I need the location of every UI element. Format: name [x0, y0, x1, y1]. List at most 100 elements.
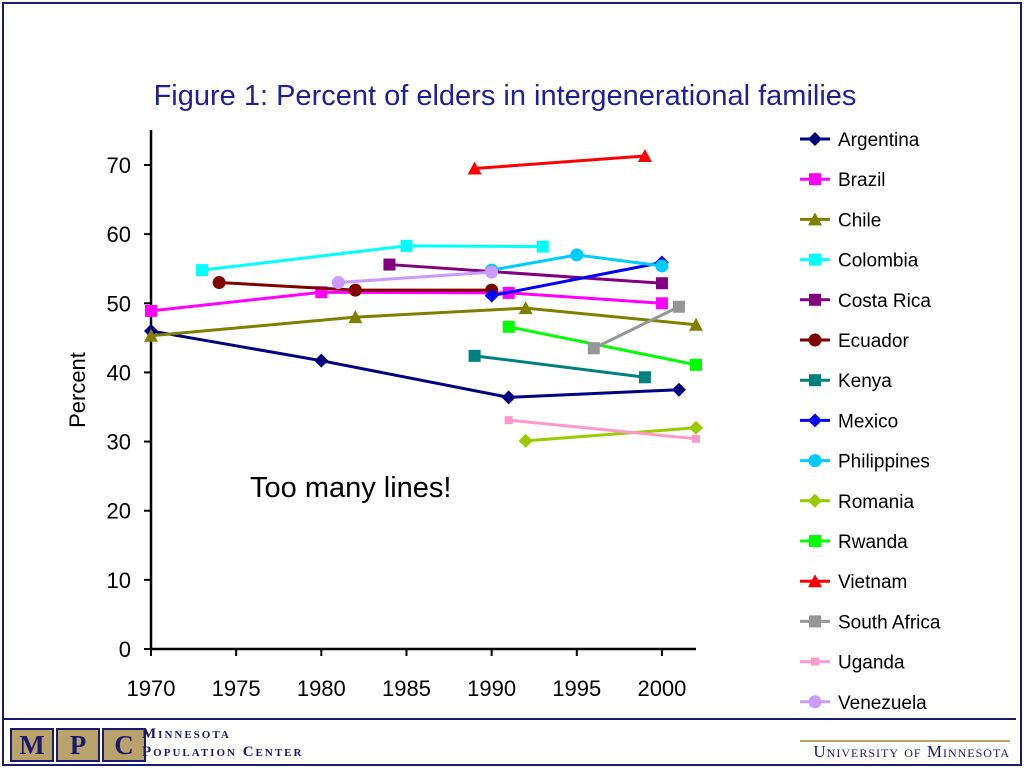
data-point-chile: [348, 310, 363, 324]
series-line-brazil: [150, 290, 663, 313]
legend-label-mexico: Mexico: [838, 411, 898, 432]
legend-marker-romania: [808, 493, 822, 508]
series-line-vietnam: [474, 154, 646, 170]
legend-marker-vietnam: [808, 574, 822, 588]
series-line-venezuela: [338, 270, 492, 285]
legend-marker-philippines: [808, 454, 822, 468]
legend-marker-brazil: [809, 173, 821, 186]
y-tick-label: 0: [119, 637, 131, 662]
mpc-logo: M P C: [10, 728, 148, 762]
line-chart: 0 10 20 30 40 50 60 70 1970 1975 1980 1985 1990 1995 2…: [107, 130, 941, 714]
legend-marker-south-africa: [809, 615, 821, 628]
data-point-argentina: [501, 390, 516, 405]
y-tick-label: 60: [107, 222, 131, 247]
legend-label-brazil: Brazil: [838, 170, 886, 191]
series-line-kenya: [474, 354, 646, 379]
data-point-uganda: [504, 416, 513, 425]
data-point-venezuela: [331, 276, 345, 290]
y-tick-label: 20: [107, 499, 131, 524]
legend-label-ecuador: Ecuador: [838, 331, 909, 352]
mpc-name: Minnesota Population Center: [142, 726, 303, 760]
mpc-name-line2: Population Center: [142, 744, 304, 760]
legend-marker-venezuela: [808, 695, 822, 709]
data-point-chile: [518, 301, 533, 315]
legend-marker-colombia: [809, 253, 821, 266]
legend-marker-argentina: [808, 132, 822, 146]
data-point-kenya: [638, 371, 651, 384]
y-axis-label: Percent: [65, 352, 90, 428]
legend-label-vietnam: Vietnam: [838, 572, 907, 593]
data-point-brazil: [655, 297, 668, 310]
logo-letter-c: C: [102, 728, 146, 762]
legend-label-venezuela: Venezuela: [838, 693, 927, 714]
x-tick-label: 1975: [212, 676, 261, 701]
data-point-rwanda: [690, 358, 702, 371]
x-tick-label: 1990: [467, 676, 516, 701]
data-point-vietnam: [467, 161, 482, 175]
data-point-romania: [518, 433, 533, 448]
data-point-colombia: [400, 239, 413, 252]
x-tick-label: 2000: [637, 676, 686, 701]
legend-label-colombia: Colombia: [838, 251, 919, 272]
y-tick-label: 10: [107, 568, 131, 593]
legend-label-chile: Chile: [838, 210, 881, 231]
legend-label-rwanda: Rwanda: [838, 532, 908, 553]
x-tick-label: 1985: [382, 676, 431, 701]
data-point-colombia: [196, 264, 209, 277]
data-point-argentina: [671, 382, 686, 397]
y-tick-label: 40: [107, 360, 131, 385]
data-point-rwanda: [502, 320, 515, 333]
legend-marker-rwanda: [809, 535, 821, 547]
chart-title: Figure 1: Percent of elders in intergene…: [153, 80, 857, 112]
data-point-brazil: [145, 304, 157, 317]
data-point-kenya: [468, 349, 481, 362]
series-line-costa-rica: [389, 263, 663, 285]
data-point-south-africa: [672, 300, 685, 313]
series-line-romania: [525, 426, 697, 443]
university-rule: [800, 740, 1010, 742]
legend-label-costa-rica: Costa Rica: [838, 291, 931, 312]
data-point-argentina: [314, 353, 329, 368]
data-point-chile: [689, 317, 703, 331]
logo-letter-m: M: [10, 728, 54, 762]
legend-marker-chile: [808, 212, 822, 226]
legend-label-south-africa: South Africa: [838, 612, 941, 633]
legend-marker-uganda: [811, 657, 819, 666]
mpc-name-line1: Minnesota: [142, 726, 231, 742]
data-point-uganda: [692, 434, 700, 443]
data-point-costa-rica: [655, 277, 668, 290]
series-line-argentina: [150, 329, 680, 399]
data-point-ecuador: [212, 276, 226, 290]
series-line-mexico: [491, 261, 663, 298]
data-point-venezuela: [485, 265, 499, 279]
data-point-costa-rica: [383, 258, 396, 271]
footer-bar: M P C Minnesota Population Center Univer…: [4, 718, 1016, 764]
data-point-philippines: [570, 248, 584, 262]
series-line-uganda: [508, 418, 697, 441]
legend-label-argentina: Argentina: [838, 130, 920, 151]
legend-marker-kenya: [809, 374, 821, 387]
y-tick-label: 70: [107, 153, 131, 178]
legend-label-uganda: Uganda: [838, 653, 905, 674]
x-tick-label: 1995: [552, 676, 601, 701]
x-tick-label: 1970: [127, 676, 176, 701]
data-point-south-africa: [587, 342, 600, 355]
data-point-mexico: [484, 288, 499, 303]
university-name: University of Minnesota: [813, 742, 1010, 761]
annotation-text: Too many lines!: [250, 472, 452, 504]
x-tick-label: 1980: [297, 676, 346, 701]
series-line-south-africa: [593, 305, 680, 350]
legend-marker-ecuador: [808, 333, 822, 347]
data-point-romania: [689, 420, 703, 435]
data-point-philippines: [655, 259, 669, 273]
y-tick-label: 50: [107, 291, 131, 316]
series-line-chile: [150, 306, 697, 338]
y-tick-label: 30: [107, 430, 131, 455]
legend-label-kenya: Kenya: [838, 371, 892, 392]
legend-label-philippines: Philippines: [838, 452, 930, 473]
data-point-chile: [144, 328, 158, 342]
data-point-colombia: [536, 240, 549, 253]
logo-letter-p: P: [56, 728, 100, 762]
data-point-vietnam: [637, 149, 652, 163]
